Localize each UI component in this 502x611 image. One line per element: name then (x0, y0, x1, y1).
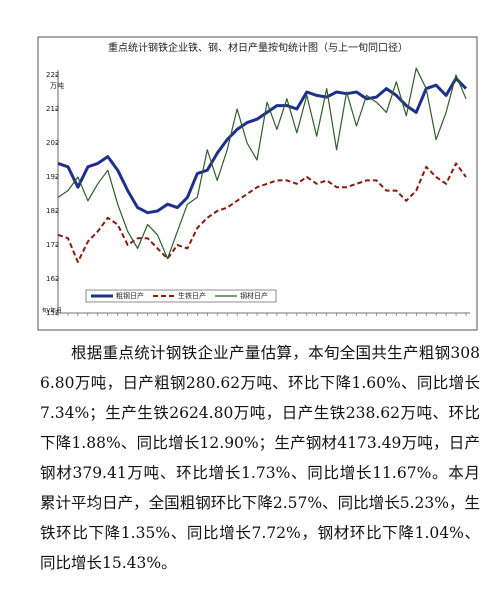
y-tick-label: 162 (46, 275, 59, 283)
legend-label: 粗钢日产 (116, 291, 144, 300)
legend-box (85, 289, 277, 303)
series-line (57, 162, 467, 263)
series-line (57, 76, 468, 215)
series-line (57, 67, 467, 260)
y-tick-label: 222 (46, 71, 59, 79)
y-tick-label: 172 (46, 241, 59, 249)
y-tick-label: 192 (46, 173, 59, 181)
y-tick-label: 212 (46, 105, 59, 113)
y-axis-label: 万吨 (50, 81, 64, 90)
y-tick-label: 152 (46, 309, 59, 317)
y-tick-label: 182 (46, 207, 59, 215)
x-axis-label: 旬/年月 (42, 307, 62, 315)
y-tick-label: 202 (46, 139, 59, 147)
chart-frame (37, 36, 478, 331)
paragraph: 根据重点统计钢铁企业产量估算，本旬全国共生产粗钢3086.80万吨，日产粗钢28… (40, 344, 480, 572)
legend-label: 生铁日产 (178, 291, 206, 300)
chart-title: 重点统计钢铁企业铁、钢、材日产量按旬统计图（与上一旬同口径） (108, 41, 408, 54)
legend-label: 钢材日产 (240, 291, 268, 300)
chart: 重点统计钢铁企业铁、钢、材日产量按旬统计图（与上一旬同口径） 万吨 旬/年月 1… (37, 36, 478, 331)
